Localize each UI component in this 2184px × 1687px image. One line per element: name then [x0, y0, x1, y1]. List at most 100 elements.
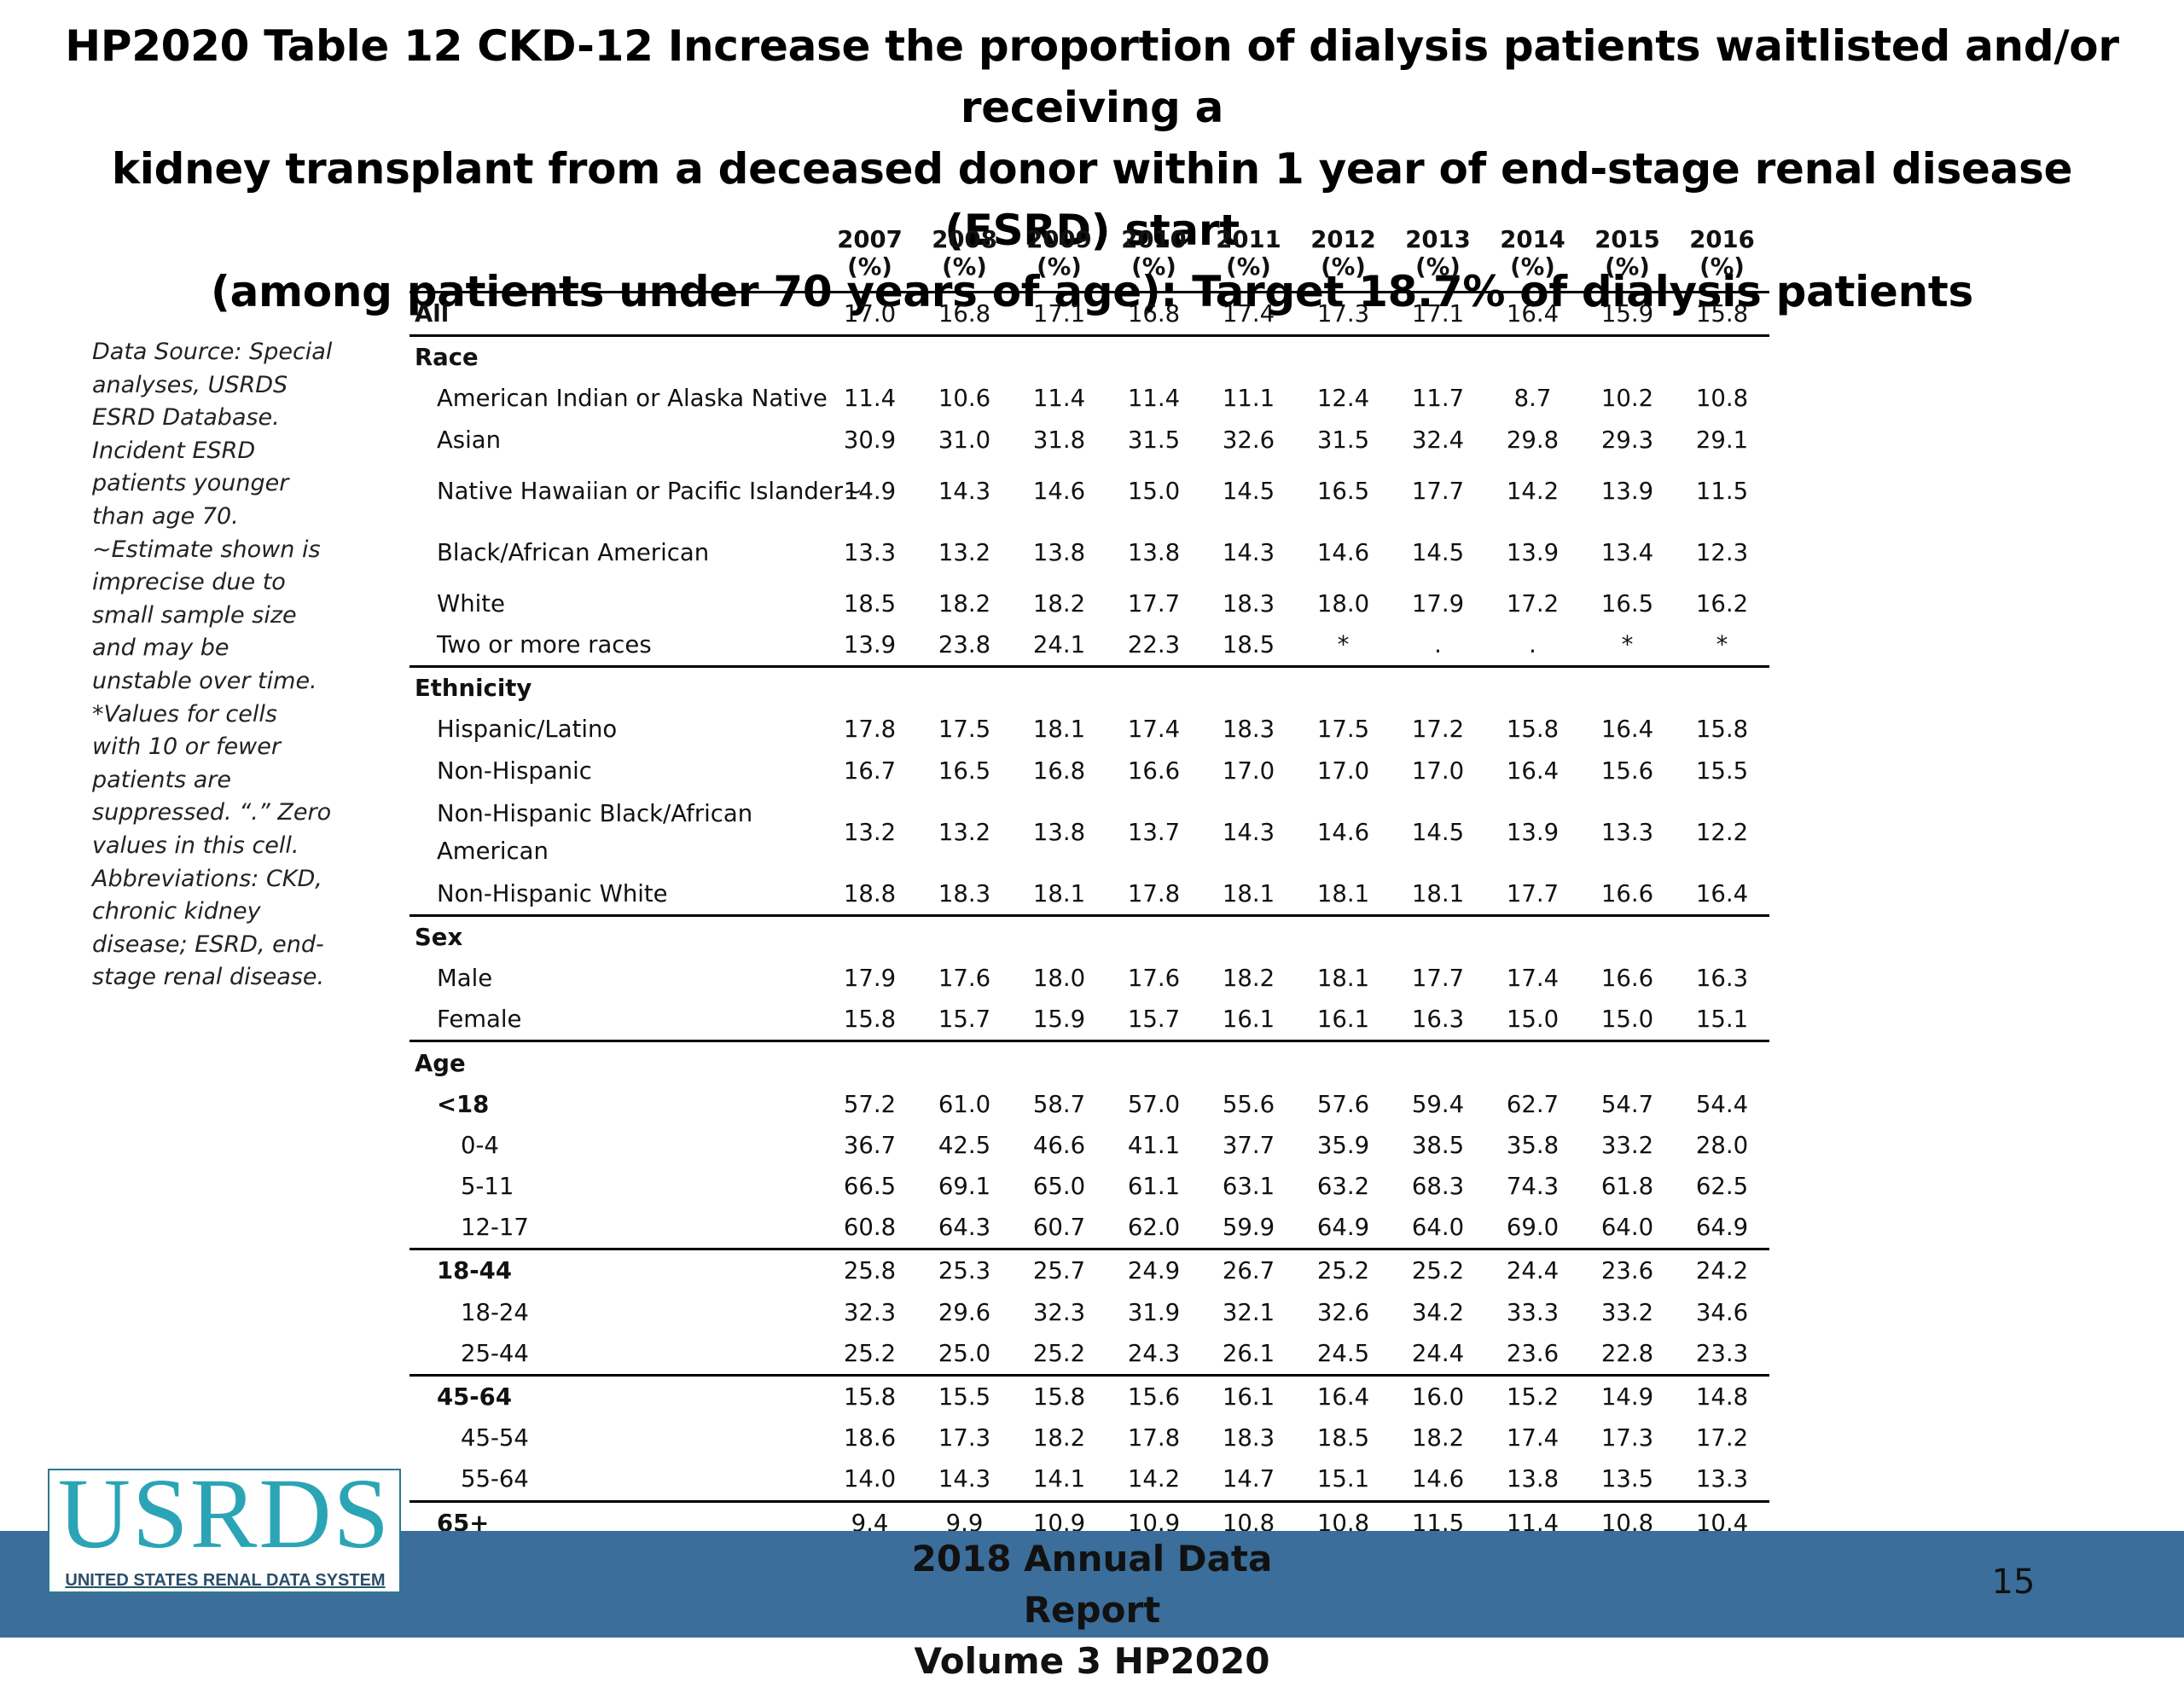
- value-cell: 54.7: [1600, 1090, 1654, 1118]
- title-line-2: kidney transplant from a deceased donor …: [111, 144, 2073, 255]
- value-cell: 10.8: [1695, 385, 1749, 413]
- value-cell: 17.1: [1391, 292, 1485, 338]
- value-cell: 14.3: [1222, 538, 1275, 566]
- value-cell: *: [1675, 623, 1769, 669]
- value-cell: 32.3: [843, 1298, 897, 1326]
- value-cell: [1107, 336, 1201, 379]
- row-label: Two or more races: [410, 623, 822, 669]
- table-row: Hispanic/Latino 17.8 17.5 18.1 17.4 18.3 17.5 1…: [410, 709, 1769, 750]
- value-cell: 17.7: [1127, 589, 1181, 617]
- note-line: patients are: [92, 766, 231, 793]
- value-cell: 13.2: [938, 818, 991, 846]
- value-cell: 11.5: [1695, 477, 1749, 505]
- value-cell: 60.7: [1012, 1207, 1107, 1251]
- value-cell: 14.2: [1506, 477, 1560, 505]
- value-cell: [1675, 915, 1769, 958]
- value-cell: 15.8: [1032, 1383, 1086, 1412]
- note-line: *Values for cells: [92, 700, 277, 728]
- value-cell: 62.5: [1695, 1173, 1749, 1201]
- value-cell: 17.3: [1296, 292, 1391, 338]
- value-cell: 14.7: [1201, 1458, 1296, 1503]
- table-row: All 17.0 16.8 17.1 16.8 17.4 17.3 17.1 16.4 15.9 1…: [410, 292, 1769, 338]
- value-cell: 57.2: [843, 1090, 897, 1118]
- value-cell: [1201, 336, 1296, 379]
- value-cell: 14.5: [1222, 477, 1275, 505]
- table-row: <18 57.2 61.0 58.7 57.0 55.6 57.6 59.4 62.7 54.7 5…: [410, 1084, 1769, 1125]
- value-cell: 17.0: [1316, 757, 1370, 785]
- value-cell: 17.1: [1012, 292, 1107, 338]
- value-cell: 11.4: [843, 385, 897, 413]
- value-cell: 13.9: [1506, 538, 1560, 566]
- note-line: ESRD Database.: [92, 404, 280, 432]
- value-cell: 18.1: [1032, 716, 1086, 744]
- value-cell: [1675, 336, 1769, 379]
- value-cell: [1107, 667, 1201, 710]
- value-cell: 18.8: [822, 872, 917, 917]
- note-line: unstable over time.: [92, 667, 317, 694]
- value-cell: 17.7: [1485, 872, 1580, 917]
- value-cell: 17.2: [1506, 589, 1560, 617]
- value-cell: 10.6: [938, 385, 991, 413]
- value-cell: 29.1: [1695, 426, 1749, 454]
- value-cell: 13.8: [1032, 818, 1086, 846]
- section-header-row: Age: [410, 1041, 1769, 1084]
- value-cell: 16.4: [1485, 292, 1580, 338]
- value-cell: 15.7: [917, 999, 1012, 1043]
- value-cell: 13.8: [1485, 1458, 1580, 1503]
- value-cell: 16.4: [1600, 716, 1654, 744]
- value-cell: 59.4: [1411, 1090, 1465, 1118]
- value-cell: [1012, 1041, 1107, 1084]
- note-line: values in this cell.: [92, 832, 299, 859]
- value-cell: 16.0: [1411, 1383, 1465, 1412]
- value-cell: 15.7: [1107, 999, 1201, 1043]
- value-cell: 23.6: [1600, 1257, 1654, 1285]
- value-cell: *: [1580, 623, 1675, 669]
- value-cell: 66.5: [843, 1173, 897, 1201]
- unit-header: (%): [1675, 253, 1769, 293]
- value-cell: 15.0: [1485, 999, 1580, 1043]
- value-cell: 41.1: [1127, 1131, 1181, 1159]
- value-cell: 14.6: [1391, 1458, 1485, 1503]
- table-row: Native Hawaiian or Pacific Islander~ 14.9…: [410, 461, 1769, 522]
- value-cell: 42.5: [938, 1131, 991, 1159]
- value-cell: 16.8: [1032, 757, 1086, 785]
- value-cell: 14.6: [1032, 477, 1086, 505]
- value-cell: 14.1: [1012, 1458, 1107, 1503]
- table-row: American Indian or Alaska Native 11.4 10.6…: [410, 378, 1769, 419]
- unit-header: (%): [1201, 253, 1296, 293]
- value-cell: 15.6: [1127, 1383, 1181, 1412]
- row-label: White: [437, 589, 505, 617]
- value-cell: 14.3: [938, 477, 991, 505]
- note-line: Abbreviations: CKD,: [92, 865, 322, 892]
- value-cell: 62.7: [1506, 1090, 1560, 1118]
- value-cell: [1391, 1041, 1485, 1084]
- value-cell: 13.4: [1600, 538, 1654, 566]
- value-cell: 17.7: [1411, 965, 1465, 993]
- table-row: Non-Hispanic 16.7 16.5 16.8 16.6 17.0 17.0 17.0…: [410, 751, 1769, 791]
- value-cell: 14.9: [843, 477, 897, 505]
- value-cell: 14.5: [1411, 818, 1465, 846]
- value-cell: 13.3: [1675, 1458, 1769, 1503]
- value-cell: 17.2: [1695, 1424, 1749, 1452]
- value-cell: 61.8: [1600, 1173, 1654, 1201]
- value-cell: 14.9: [1600, 1383, 1654, 1412]
- value-cell: 10.2: [1600, 385, 1654, 413]
- row-label: Age: [415, 1049, 466, 1077]
- row-label: Asian: [437, 426, 502, 454]
- logo-subtitle: UNITED STATES RENAL DATA SYSTEM: [65, 1571, 386, 1590]
- value-cell: 16.8: [917, 292, 1012, 338]
- value-cell: 16.2: [1695, 589, 1749, 617]
- footer-line-2: Volume 3 HP2020: [914, 1640, 1270, 1682]
- footer-title: 2018 Annual Data Report Volume 3 HP2020: [853, 1533, 1331, 1687]
- note-line: imprecise due to: [92, 569, 286, 596]
- value-cell: 32.4: [1411, 426, 1465, 454]
- note-line: stage renal disease.: [92, 964, 325, 991]
- value-cell: 32.6: [1222, 426, 1275, 454]
- value-cell: 17.3: [938, 1424, 991, 1452]
- value-cell: 24.4: [1506, 1257, 1560, 1285]
- value-cell: 16.4: [1506, 757, 1560, 785]
- note-line: than age 70.: [92, 502, 239, 530]
- value-cell: 14.3: [917, 1458, 1012, 1503]
- value-cell: [822, 915, 917, 958]
- value-cell: 74.3: [1506, 1173, 1560, 1201]
